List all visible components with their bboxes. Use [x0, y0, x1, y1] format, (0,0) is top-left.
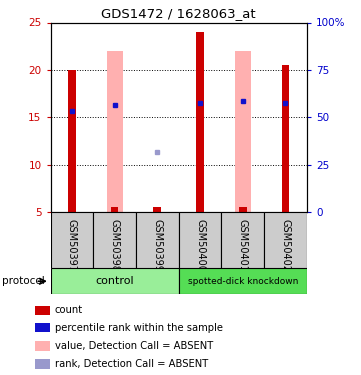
Bar: [35, 323, 50, 333]
Bar: [235, 51, 251, 212]
Text: control: control: [95, 276, 134, 286]
Text: value, Detection Call = ABSENT: value, Detection Call = ABSENT: [55, 341, 213, 351]
Bar: [153, 207, 161, 212]
Text: percentile rank within the sample: percentile rank within the sample: [55, 323, 223, 333]
Title: GDS1472 / 1628063_at: GDS1472 / 1628063_at: [101, 7, 256, 20]
Bar: [35, 306, 50, 315]
Bar: [111, 207, 118, 212]
Bar: [35, 341, 50, 351]
Text: GSM50399: GSM50399: [152, 219, 162, 272]
Text: protocol: protocol: [2, 276, 44, 286]
Bar: [239, 207, 247, 212]
Text: GSM50402: GSM50402: [280, 219, 291, 272]
Text: spotted-dick knockdown: spotted-dick knockdown: [188, 277, 298, 286]
Bar: [179, 268, 307, 294]
Text: GSM50400: GSM50400: [195, 219, 205, 272]
Text: GSM50397: GSM50397: [67, 219, 77, 272]
Bar: [51, 268, 179, 294]
Bar: [35, 359, 50, 369]
Text: GSM50401: GSM50401: [238, 219, 248, 272]
Bar: [136, 212, 179, 268]
Bar: [196, 32, 204, 212]
Bar: [93, 212, 136, 268]
Bar: [51, 212, 93, 268]
Bar: [221, 212, 264, 268]
Bar: [282, 65, 289, 212]
Bar: [68, 70, 76, 212]
Text: GSM50398: GSM50398: [110, 219, 119, 272]
Text: count: count: [55, 305, 83, 315]
Text: rank, Detection Call = ABSENT: rank, Detection Call = ABSENT: [55, 359, 208, 369]
Bar: [179, 212, 221, 268]
Bar: [264, 212, 307, 268]
Bar: [106, 51, 123, 212]
